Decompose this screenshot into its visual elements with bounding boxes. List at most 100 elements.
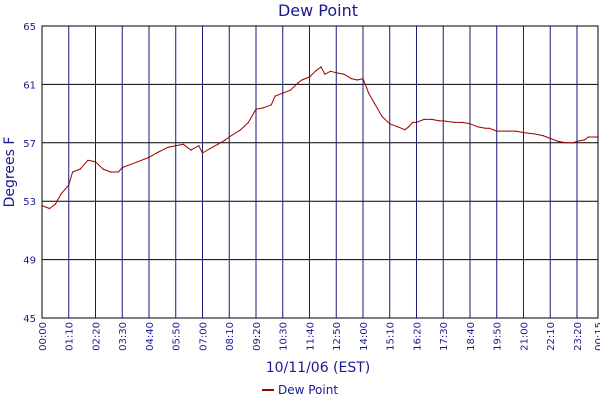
data-point bbox=[534, 133, 536, 135]
data-point bbox=[488, 127, 490, 129]
data-point bbox=[438, 120, 440, 122]
data-point bbox=[129, 164, 131, 166]
x-tick-label: 12:50 bbox=[332, 322, 343, 351]
data-point bbox=[576, 140, 578, 142]
data-point bbox=[522, 132, 525, 134]
data-point bbox=[572, 142, 574, 144]
data-point bbox=[343, 73, 345, 75]
data-point bbox=[584, 139, 586, 141]
data-point bbox=[362, 78, 364, 80]
x-tick-label: 00:00 bbox=[38, 322, 49, 351]
data-point bbox=[255, 108, 257, 110]
data-point bbox=[182, 143, 184, 145]
data-point bbox=[404, 129, 406, 131]
x-tick-label: 14:00 bbox=[359, 322, 370, 351]
data-point bbox=[297, 82, 299, 84]
data-point bbox=[350, 78, 353, 80]
data-point bbox=[282, 92, 284, 94]
data-point bbox=[209, 148, 211, 150]
data-point bbox=[54, 203, 57, 205]
data-point bbox=[72, 171, 74, 173]
y-tick-label: 45 bbox=[23, 314, 36, 325]
y-tick-label: 53 bbox=[23, 197, 36, 208]
data-point bbox=[324, 73, 326, 75]
x-tick-label: 03:30 bbox=[118, 322, 129, 351]
data-point bbox=[408, 126, 410, 128]
data-point bbox=[389, 123, 391, 125]
y-tick-label: 61 bbox=[23, 80, 36, 91]
y-tick-labels: 45 49 53 57 61 65 bbox=[23, 22, 36, 325]
x-tick-label: 17:30 bbox=[439, 322, 450, 351]
data-point bbox=[167, 146, 169, 148]
data-point bbox=[68, 184, 70, 186]
data-point bbox=[198, 145, 200, 147]
data-point bbox=[442, 120, 444, 122]
series-line-dew-point bbox=[41, 66, 598, 209]
data-point bbox=[201, 152, 204, 154]
data-point bbox=[289, 89, 291, 91]
x-tick-label: 23:20 bbox=[573, 322, 584, 351]
data-point bbox=[308, 76, 311, 78]
data-point bbox=[515, 130, 517, 132]
x-tick-label: 08:10 bbox=[225, 322, 236, 351]
data-point bbox=[175, 145, 177, 147]
x-tick-label: 21:00 bbox=[519, 322, 530, 351]
y-axis-title: Degrees F bbox=[2, 137, 18, 208]
data-point bbox=[484, 127, 486, 129]
y-tick-label: 65 bbox=[23, 22, 36, 33]
data-point bbox=[356, 79, 358, 81]
data-point bbox=[240, 129, 242, 131]
data-point bbox=[320, 66, 322, 68]
x-tick-label: 22:10 bbox=[546, 322, 557, 351]
x-tick-label: 02:20 bbox=[91, 322, 102, 351]
data-point bbox=[415, 121, 418, 123]
data-point bbox=[549, 137, 551, 139]
data-point bbox=[496, 130, 498, 132]
data-point bbox=[110, 171, 112, 173]
data-point bbox=[542, 134, 544, 137]
data-point bbox=[301, 79, 303, 81]
data-point bbox=[431, 118, 433, 120]
data-point bbox=[117, 171, 119, 173]
y-tick-label: 49 bbox=[23, 256, 36, 267]
data-point bbox=[87, 159, 89, 161]
legend-label: Dew Point bbox=[278, 383, 338, 397]
data-point bbox=[469, 123, 471, 125]
data-point bbox=[60, 193, 62, 195]
data-point bbox=[121, 167, 123, 169]
x-tick-label: 04:40 bbox=[145, 322, 156, 351]
x-tick-label: 07:00 bbox=[198, 322, 209, 351]
x-tick-label: 00:15 bbox=[594, 322, 600, 351]
data-point bbox=[423, 118, 425, 120]
x-tick-label: 18:40 bbox=[466, 322, 477, 351]
data-point bbox=[79, 168, 81, 170]
x-tick-label: 09:20 bbox=[252, 322, 263, 351]
data-point bbox=[217, 143, 219, 145]
data-point bbox=[557, 140, 559, 142]
data-point bbox=[587, 136, 590, 138]
x-tick-label: 01:10 bbox=[65, 322, 76, 351]
data-point bbox=[49, 207, 51, 210]
data-point bbox=[263, 107, 265, 109]
data-point bbox=[461, 121, 463, 123]
data-point bbox=[381, 115, 383, 118]
data-point bbox=[412, 121, 414, 123]
data-point bbox=[477, 126, 479, 128]
data-point bbox=[507, 130, 509, 132]
x-tick-label: 11:40 bbox=[305, 322, 316, 351]
grid bbox=[41, 25, 599, 319]
data-point bbox=[270, 104, 272, 106]
data-point bbox=[190, 149, 192, 151]
x-tick-label: 15:10 bbox=[386, 322, 397, 351]
data-point bbox=[329, 70, 332, 72]
data-point bbox=[136, 161, 139, 163]
legend: Dew Point bbox=[262, 383, 338, 397]
y-tick-label: 57 bbox=[23, 139, 36, 150]
data-point bbox=[335, 72, 337, 74]
x-tick-label: 16:20 bbox=[412, 322, 423, 351]
x-tick-label: 10:30 bbox=[279, 322, 290, 351]
data-point bbox=[396, 126, 398, 128]
data-point bbox=[314, 70, 316, 72]
